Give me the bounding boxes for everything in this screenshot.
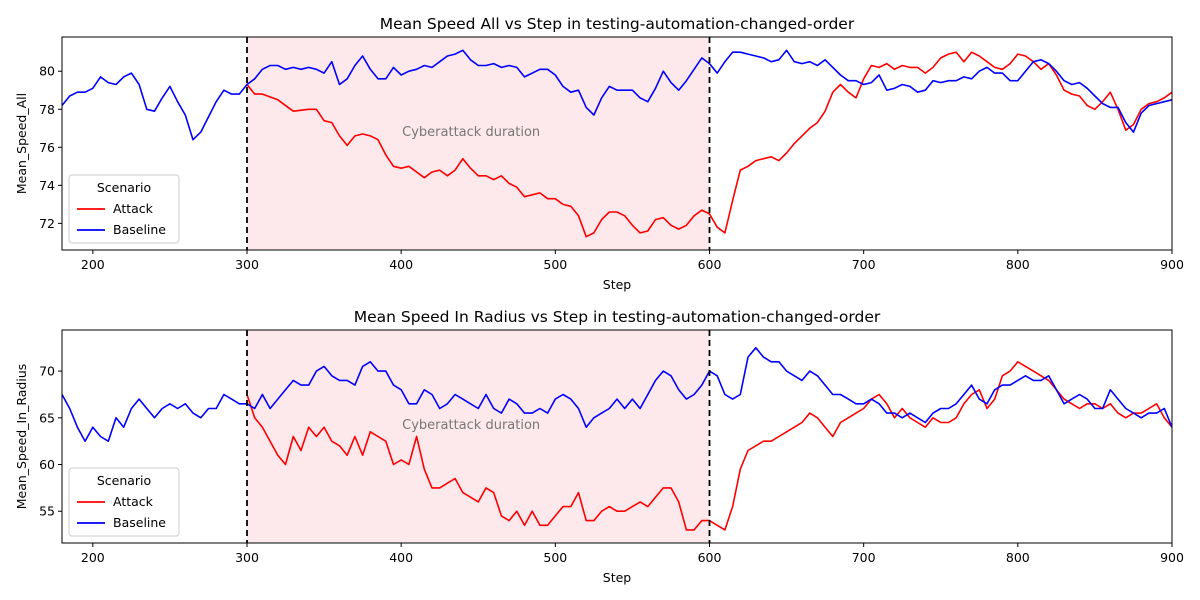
series-line-baseline [62,49,1172,141]
x-tick-label: 800 [1006,257,1030,272]
x-tick-label: 900 [1160,257,1184,272]
y-tick-label: 70 [39,364,55,379]
legend-title: Scenario [97,473,151,488]
legend-box [68,467,180,537]
chart-1: Cyberattack duration 200 300 400 500 600 700 80… [14,15,1184,292]
x-tick-label: 400 [389,257,413,272]
legend-label-baseline: Baseline [113,515,166,530]
x-tick-label: 500 [543,257,567,272]
axes-frame [61,36,1173,251]
x-tick-label: 600 [698,550,722,565]
x-tick-label: 200 [81,257,105,272]
x-tick-label: 400 [389,550,413,565]
y-axis-label: Mean_Speed_In_Radius [14,364,29,510]
chart-title: Mean Speed In Radius vs Step in testing-… [354,308,881,326]
chart-title: Mean Speed All vs Step in testing-automa… [380,15,855,33]
y-tick-label: 74 [39,178,55,193]
x-tick-label: 700 [852,550,876,565]
cyberattack-label: Cyberattack duration [402,125,540,140]
y-tick-label: 60 [39,457,55,472]
y-tick-label: 55 [39,504,55,519]
legend-title: Scenario [97,180,151,195]
legend: Scenario Attack Baseline [68,174,180,244]
y-tick-label: 65 [39,410,55,425]
legend-label-attack: Attack [113,201,154,216]
x-axis-label: Step [603,570,632,585]
x-tick-label: 200 [81,550,105,565]
y-axis-label: Mean_Speed_All [14,93,29,194]
x-tick-label: 900 [1160,550,1184,565]
x-tick-label: 600 [698,257,722,272]
legend-box [68,174,180,244]
y-tick-label: 78 [39,102,55,117]
x-axis-label: Step [603,277,632,292]
y-tick-label: 76 [39,140,55,155]
x-tick-label: 800 [1006,550,1030,565]
axes-frame [61,329,1173,544]
legend-label-baseline: Baseline [113,222,166,237]
legend-label-attack: Attack [113,494,154,509]
x-tick-label: 300 [235,550,259,565]
x-tick-label: 700 [852,257,876,272]
y-tick-label: 72 [39,216,55,231]
cyberattack-label: Cyberattack duration [402,418,540,433]
x-tick-label: 500 [543,550,567,565]
legend: Scenario Attack Baseline [68,467,180,537]
chart-2: Cyberattack duration 200 300 400 500 600 700 80… [14,308,1184,585]
x-tick-label: 300 [235,257,259,272]
y-tick-label: 80 [39,64,55,79]
series-line-attack [246,51,1172,238]
